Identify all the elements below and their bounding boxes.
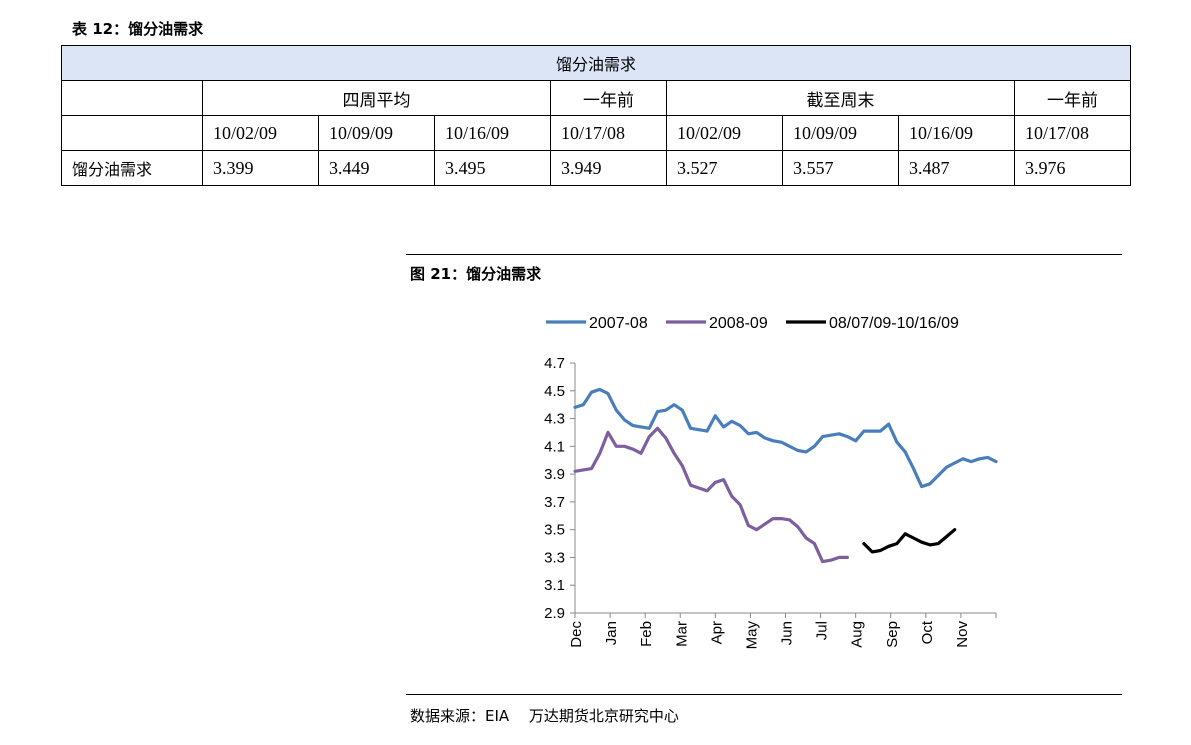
distillate-demand-table: 馏分油需求 四周平均 一年前 截至周末 一年前 10/02/09 10/09/0… bbox=[61, 45, 1131, 186]
y-tick-label: 4.3 bbox=[544, 411, 565, 428]
x-month-label: Jun bbox=[779, 621, 796, 645]
figure-title: 图 21：馏分油需求 bbox=[410, 265, 542, 283]
date-cell: 10/17/08 bbox=[1014, 115, 1131, 151]
x-month-label: Feb bbox=[638, 621, 655, 647]
group-header-year-ago-avg: 一年前 bbox=[550, 80, 667, 116]
row-label: 馏分油需求 bbox=[61, 150, 203, 186]
x-month-label: Oct bbox=[919, 620, 936, 644]
y-tick-label: 3.3 bbox=[544, 549, 565, 566]
group-header-year-ago-week: 一年前 bbox=[1014, 80, 1131, 116]
date-cell: 10/02/09 bbox=[202, 115, 319, 151]
group-header-week-ending: 截至周末 bbox=[666, 80, 1015, 116]
series-line-1 bbox=[573, 387, 998, 489]
value-cell: 3.949 bbox=[550, 150, 667, 186]
x-month-label: Aug bbox=[849, 621, 866, 648]
value-cell: 3.399 bbox=[202, 150, 319, 186]
y-tick-label: 3.1 bbox=[544, 577, 565, 594]
x-month-label: May bbox=[743, 621, 760, 650]
value-cell: 3.527 bbox=[666, 150, 783, 186]
x-month-label: Jul bbox=[814, 621, 831, 640]
x-month-label: Dec bbox=[568, 621, 585, 648]
value-cell: 3.449 bbox=[318, 150, 435, 186]
value-cell: 3.976 bbox=[1014, 150, 1131, 186]
date-cell: 10/09/09 bbox=[782, 115, 899, 151]
table-group-header-row: 四周平均 一年前 截至周末 一年前 bbox=[61, 80, 1131, 116]
figure-top-rule bbox=[406, 254, 1122, 255]
series-line-2 bbox=[573, 426, 849, 564]
x-month-label: Nov bbox=[954, 621, 971, 648]
legend-label-1: 2007-08 bbox=[589, 315, 648, 332]
empty-date-label-cell bbox=[61, 115, 203, 151]
y-tick-label: 3.9 bbox=[544, 466, 565, 483]
y-tick-label: 2.9 bbox=[544, 605, 565, 622]
table-value-row: 馏分油需求 3.399 3.449 3.495 3.949 3.527 3.55… bbox=[61, 150, 1131, 186]
date-cell: 10/16/09 bbox=[434, 115, 551, 151]
value-cell: 3.487 bbox=[898, 150, 1015, 186]
y-tick-label: 4.1 bbox=[544, 438, 565, 455]
value-cell: 3.495 bbox=[434, 150, 551, 186]
legend-label-3: 08/07/09-10/16/09 bbox=[829, 315, 959, 332]
legend-label-2: 2008-09 bbox=[709, 315, 768, 332]
table-date-row: 10/02/09 10/09/09 10/16/09 10/17/08 10/0… bbox=[61, 115, 1131, 151]
empty-corner-cell bbox=[61, 80, 203, 116]
y-tick-label: 4.7 bbox=[544, 355, 565, 372]
y-tick-label: 4.5 bbox=[544, 383, 565, 400]
date-cell: 10/17/08 bbox=[550, 115, 667, 151]
y-tick-label: 3.5 bbox=[544, 522, 565, 539]
table-band-row: 馏分油需求 bbox=[61, 45, 1131, 81]
date-cell: 10/09/09 bbox=[318, 115, 435, 151]
date-cell: 10/16/09 bbox=[898, 115, 1015, 151]
value-cell: 3.557 bbox=[782, 150, 899, 186]
x-month-label: Mar bbox=[673, 621, 690, 647]
figure-source: 数据来源：EIA 万达期货北京研究中心 bbox=[410, 707, 679, 725]
x-month-label: Jan bbox=[603, 621, 620, 645]
y-tick-label: 3.7 bbox=[544, 494, 565, 511]
figure-bottom-rule bbox=[406, 694, 1122, 695]
band-header: 馏分油需求 bbox=[61, 45, 1131, 81]
table-title: 表 12：馏分油需求 bbox=[72, 20, 204, 38]
date-cell: 10/02/09 bbox=[666, 115, 783, 151]
x-month-label: Apr bbox=[708, 621, 725, 644]
series-line-3 bbox=[862, 528, 957, 554]
group-header-four-week-avg: 四周平均 bbox=[202, 80, 551, 116]
x-month-label: Sep bbox=[884, 621, 901, 648]
